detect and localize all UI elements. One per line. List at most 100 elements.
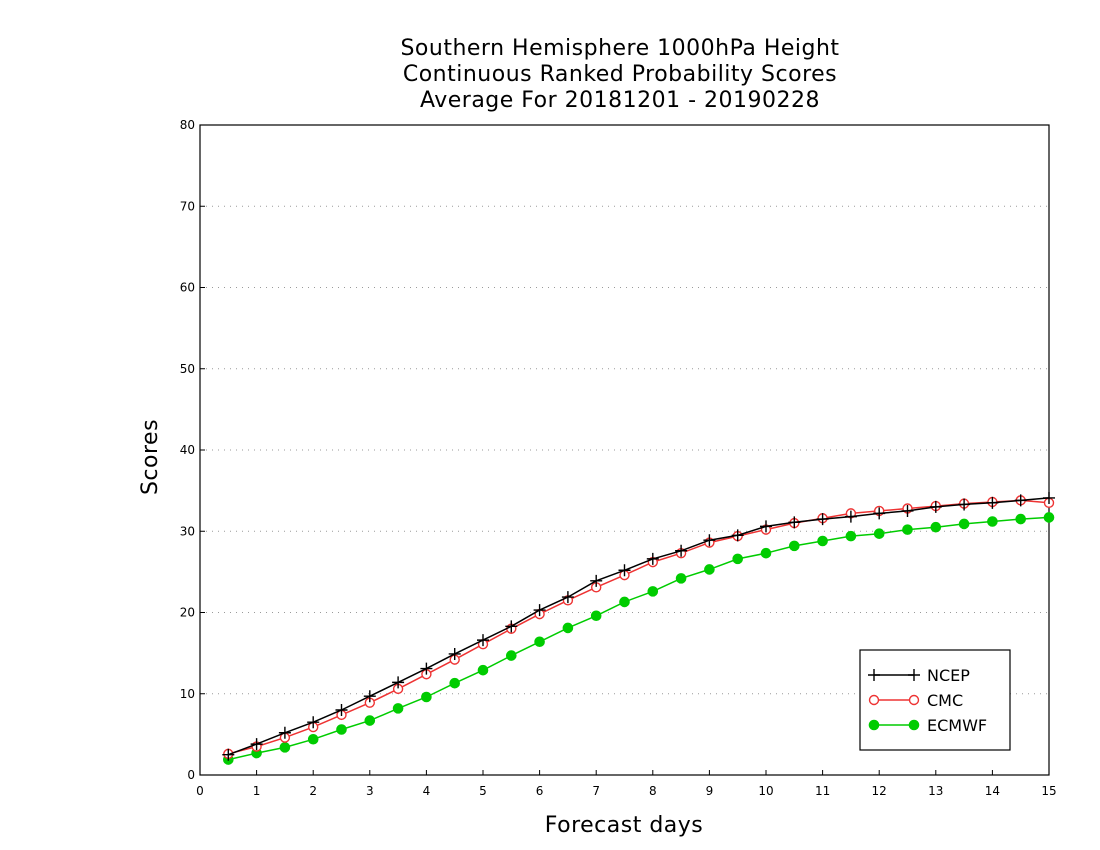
data-point [392, 703, 404, 714]
legend-entry-ncep: NCEP [868, 666, 970, 685]
data-point [590, 610, 602, 622]
y-tick-label: 80 [180, 118, 195, 132]
series-ecmwf [223, 512, 1055, 765]
data-point [845, 530, 857, 542]
data-point [647, 586, 659, 597]
gridlines [200, 205, 1049, 695]
data-point [250, 738, 263, 751]
x-tick-label: 6 [536, 784, 544, 798]
data-point [868, 669, 880, 681]
x-tick-label: 10 [758, 784, 773, 798]
data-point [1043, 512, 1055, 523]
data-point [448, 647, 461, 660]
data-point [449, 677, 461, 689]
data-point [590, 574, 603, 587]
data-point [760, 520, 772, 533]
x-tick-label: 8 [649, 784, 657, 798]
x-axis-label: Forecast days [545, 813, 704, 838]
data-point [987, 516, 998, 527]
data-point [278, 726, 291, 739]
data-point [1014, 494, 1027, 507]
legend-label: NCEP [927, 666, 970, 685]
data-point [421, 691, 432, 703]
y-tick-label: 0 [187, 768, 195, 782]
y-tick-label: 10 [180, 687, 195, 701]
chart-title: Southern Hemisphere 1000hPa Height Conti… [0, 36, 1100, 114]
y-tick-label: 30 [180, 524, 195, 538]
data-point [788, 516, 801, 529]
x-tick-label: 9 [706, 784, 714, 798]
x-tick-label: 5 [479, 784, 487, 798]
series-line [228, 497, 1050, 756]
data-point [844, 510, 857, 523]
x-tick-label: 11 [815, 784, 830, 798]
data-point [675, 573, 687, 584]
data-point [868, 694, 880, 706]
legend-entry-cmc: CMC [868, 691, 963, 710]
y-tick-label: 50 [180, 362, 195, 376]
data-point [336, 724, 347, 735]
y-axis-label: Scores [138, 419, 163, 495]
data-point [646, 552, 659, 565]
data-point [506, 650, 517, 661]
data-point [619, 596, 630, 608]
series-layer [222, 491, 1055, 765]
x-tick-label: 7 [592, 784, 600, 798]
data-point [986, 496, 999, 509]
y-tick-label: 70 [180, 199, 195, 213]
y-axis-ticks: 0 10 20 30 40 50 60 70 80 [180, 118, 205, 782]
data-point [908, 719, 920, 731]
x-tick-label: 12 [872, 784, 887, 798]
data-point [477, 664, 489, 676]
data-point [902, 524, 913, 535]
data-point [420, 662, 433, 675]
data-point [930, 521, 942, 533]
x-tick-label: 0 [196, 784, 204, 798]
data-point [279, 742, 291, 753]
data-point [731, 529, 744, 542]
data-point [1015, 513, 1027, 525]
y-tick-label: 40 [180, 443, 195, 457]
data-point [534, 636, 545, 648]
data-point [1043, 491, 1055, 504]
x-tick-label: 13 [928, 784, 943, 798]
legend-label: ECMWF [927, 716, 987, 735]
data-point [816, 513, 829, 526]
title-line-2: Continuous Ranked Probability Scores [402, 62, 838, 87]
data-point [704, 564, 715, 575]
data-point [477, 634, 489, 647]
legend: NCEP CMC ECMWF [859, 649, 1011, 751]
series-ncep [222, 491, 1055, 761]
data-point [222, 748, 235, 761]
data-point [505, 620, 518, 633]
x-tick-label: 3 [366, 784, 374, 798]
x-tick-label: 2 [309, 784, 317, 798]
data-point [364, 715, 376, 726]
data-point [873, 528, 885, 539]
data-point [908, 694, 920, 706]
data-point [732, 553, 744, 565]
data-point [929, 500, 942, 513]
data-point [363, 690, 376, 703]
data-point [817, 535, 828, 547]
data-point [958, 498, 971, 511]
data-point [873, 507, 886, 520]
data-point [533, 604, 546, 617]
data-point [908, 669, 920, 681]
title-line-3: Average For 20181201 - 20190228 [419, 88, 821, 113]
data-point [307, 733, 319, 745]
y-tick-label: 60 [180, 281, 195, 295]
data-point [675, 544, 688, 557]
x-tick-label: 15 [1041, 784, 1056, 798]
data-point [760, 547, 772, 559]
y-tick-label: 20 [180, 606, 195, 620]
x-tick-label: 4 [423, 784, 431, 798]
data-point [901, 504, 914, 517]
x-tick-label: 1 [253, 784, 261, 798]
data-point [789, 540, 800, 552]
x-axis-ticks: 0 1 2 3 4 5 6 7 8 9 10 11 12 13 14 15 [196, 770, 1057, 798]
data-point [392, 676, 405, 689]
title-line-1: Southern Hemisphere 1000hPa Height [400, 36, 840, 61]
data-point [561, 591, 574, 604]
